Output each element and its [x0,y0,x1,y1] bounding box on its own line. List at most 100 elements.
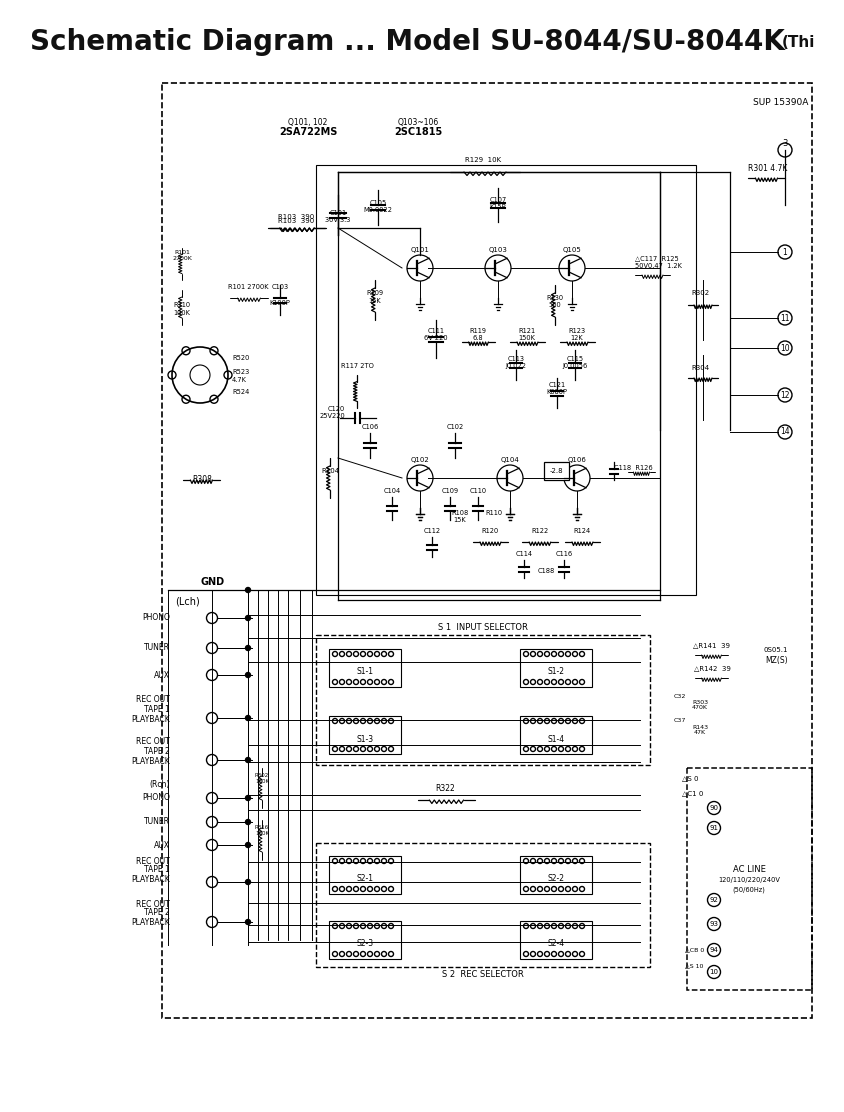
Circle shape [246,820,250,824]
Text: 100K: 100K [173,310,190,316]
Text: C111: C111 [427,328,444,334]
Text: C118  R126: C118 R126 [614,465,652,471]
Text: S2-1: S2-1 [356,874,373,884]
Text: S 2  REC SELECTOR: S 2 REC SELECTOR [441,970,523,979]
Text: R119: R119 [469,328,486,334]
Bar [316,165,695,595]
Text: 560: 560 [548,302,560,308]
Text: 91: 91 [709,825,717,831]
Circle shape [246,757,250,763]
Text: 10: 10 [709,969,717,975]
Text: 6.8: 6.8 [472,335,483,341]
Text: S 1  INPUT SELECTOR: S 1 INPUT SELECTOR [437,623,528,632]
Text: C188: C188 [537,568,554,574]
Text: TAPE 1: TAPE 1 [144,865,170,874]
Text: S1-1: S1-1 [356,667,373,676]
Text: PLAYBACK: PLAYBACK [131,919,170,927]
Text: REC OUT: REC OUT [136,857,170,866]
Text: C32: C32 [673,695,685,699]
Text: R120: R120 [481,528,498,534]
Text: 120/110/220/240V: 120/110/220/240V [717,877,779,883]
Bar [686,768,811,990]
Text: REC OUT: REC OUT [136,737,170,746]
Text: C102: C102 [446,424,463,430]
Circle shape [246,587,250,593]
Text: R303
470K: R303 470K [691,699,707,711]
Circle shape [246,645,250,651]
Text: AUX: AUX [154,671,170,679]
Text: 30V 3.3: 30V 3.3 [325,217,350,224]
Text: 15K: 15K [453,517,466,523]
Text: 12K: 12K [570,335,582,341]
Text: S1-2: S1-2 [547,667,564,676]
Circle shape [246,843,250,847]
Text: C104: C104 [383,488,400,494]
Text: PHONO: PHONO [142,614,170,623]
Text: C114: C114 [515,552,532,557]
Text: 25V220: 25V220 [319,413,344,419]
Text: K100P: K100P [269,300,290,306]
Text: △S 0: △S 0 [681,775,698,781]
Text: R322: R322 [435,784,454,793]
Text: R301 4.7K: R301 4.7K [747,163,787,172]
Text: 4.7K: 4.7K [232,377,246,383]
Text: C103: C103 [271,284,288,290]
Text: 2SC1815: 2SC1815 [393,127,441,137]
Text: C120: C120 [327,406,344,413]
Text: R316
100K: R316 100K [255,825,269,836]
Bar [316,843,649,967]
Text: Q101, 102: Q101, 102 [288,118,327,127]
Text: C112: C112 [423,528,440,534]
Circle shape [246,920,250,924]
Text: 93: 93 [709,921,717,927]
Text: R308: R308 [192,476,212,485]
Text: R121: R121 [518,328,535,334]
Text: S2-2: S2-2 [547,874,564,884]
Text: R104: R104 [321,468,338,474]
Text: M0.0022: M0.0022 [363,207,392,214]
Text: J0.022: J0.022 [505,363,526,369]
Text: R108: R108 [451,510,468,516]
Text: PLAYBACK: PLAYBACK [131,757,170,766]
Text: Schematic Diagram ... Model SU-8044/SU-8044K: Schematic Diagram ... Model SU-8044/SU-8… [30,28,784,56]
Text: △CB 0: △CB 0 [684,947,703,953]
Text: Q104: Q104 [500,457,519,463]
Text: R310: R310 [173,302,191,308]
Text: C113: C113 [507,356,524,363]
Circle shape [246,795,250,801]
Text: R520: R520 [232,355,249,361]
Text: S2-4: S2-4 [547,940,564,949]
Text: 0S05.1: 0S05.1 [763,647,787,653]
Text: Q106: Q106 [567,457,586,463]
Text: R143
47K: R143 47K [691,725,707,735]
Bar [544,461,568,480]
Text: -2.8: -2.8 [549,468,562,474]
Text: C107: C107 [489,197,506,203]
Text: AUX: AUX [154,841,170,850]
Text: R523: R523 [232,369,249,375]
Text: △C117  R125: △C117 R125 [634,255,678,261]
Bar [328,649,401,687]
Text: C37: C37 [673,717,685,723]
Text: S1-4: S1-4 [547,735,564,744]
Bar [328,921,401,959]
Text: R122: R122 [531,528,548,534]
Text: R302: R302 [690,290,708,296]
Text: △C1 0: △C1 0 [681,790,702,796]
Text: 10: 10 [779,344,789,353]
Text: 12: 12 [779,390,789,399]
Bar [519,649,592,687]
Circle shape [246,673,250,677]
Circle shape [246,715,250,721]
Text: R524: R524 [232,389,249,395]
Text: MZ(S): MZ(S) [765,655,787,665]
Text: TUNER: TUNER [143,817,170,826]
Bar [328,716,401,754]
Text: 50V0.47  1.2K: 50V0.47 1.2K [634,264,681,269]
Text: Q101: Q101 [410,247,429,254]
Text: Q103: Q103 [488,247,507,254]
Text: R109: R109 [366,290,383,296]
Bar [162,83,811,1017]
Text: 6V 220: 6V 220 [424,335,447,341]
Text: GND: GND [201,577,225,587]
